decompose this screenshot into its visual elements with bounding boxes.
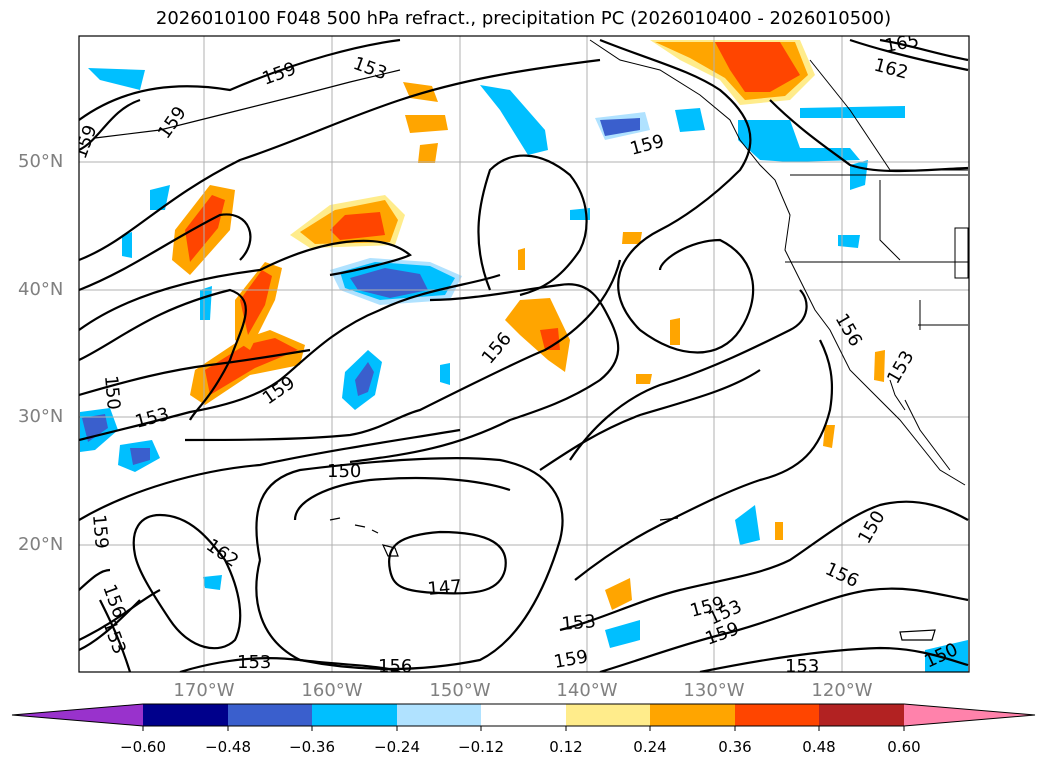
colorbar-tick-label: 0.60 [887, 738, 921, 756]
lon-label: 150°W [429, 680, 491, 701]
colorbar-left-extension [12, 704, 143, 726]
colorbar-segment [650, 704, 735, 726]
colorbar-tick-label: −0.60 [120, 738, 166, 756]
colorbar-tick-label: −0.36 [289, 738, 335, 756]
contour-label: 165 [883, 30, 920, 57]
lon-label: 170°W [173, 680, 235, 701]
lat-label: 20°N [18, 534, 64, 555]
colorbar-tick-label: 0.24 [633, 738, 667, 756]
colorbar-segment [481, 704, 566, 726]
colorbar-tick-label: −0.48 [205, 738, 251, 756]
colorbar-tick-label: 0.12 [549, 738, 583, 756]
map-title: 2026010100 F048 500 hPa refract., precip… [155, 8, 892, 29]
contour-label: 150 [100, 375, 124, 411]
colorbar-tick-label: −0.12 [458, 738, 504, 756]
lat-label: 40°N [18, 279, 64, 300]
colorbar-segment [566, 704, 650, 726]
colorbar-right-extension [904, 704, 1035, 726]
colorbar-tick-label: 0.36 [718, 738, 752, 756]
contour-label: 159 [88, 514, 112, 550]
contour-label: 153 [561, 611, 597, 635]
colorbar-segment [397, 704, 481, 726]
colorbar [11, 703, 1036, 731]
contour-label: 147 [427, 576, 463, 600]
lat-label: 30°N [18, 406, 64, 427]
coastlines [589, 39, 969, 486]
colorbar-ticks [142, 726, 905, 731]
map-frame [78, 35, 970, 673]
lon-label: 130°W [683, 680, 745, 701]
contour-label: 150 [327, 461, 361, 482]
lon-label: 160°W [301, 680, 363, 701]
contour-label: 153 [237, 652, 271, 673]
contour-label: 159 [552, 646, 589, 673]
colorbar-segment [819, 704, 904, 726]
island-outlines [94, 69, 936, 641]
colorbar-segment [312, 704, 397, 726]
lon-label: 140°W [556, 680, 618, 701]
lat-label: 50°N [18, 151, 64, 172]
colorbar-segment [143, 704, 228, 726]
colorbar-segment [228, 704, 312, 726]
colorbar-tick-label: −0.24 [374, 738, 420, 756]
contour-label: 153 [785, 656, 819, 677]
contour-label: 156 [378, 656, 412, 677]
lon-label: 120°W [811, 680, 873, 701]
colorbar-segment [735, 704, 819, 726]
refractivity-contours [79, 38, 969, 672]
colorbar-tick-label: 0.48 [802, 738, 836, 756]
precipitation-shading [80, 40, 968, 672]
